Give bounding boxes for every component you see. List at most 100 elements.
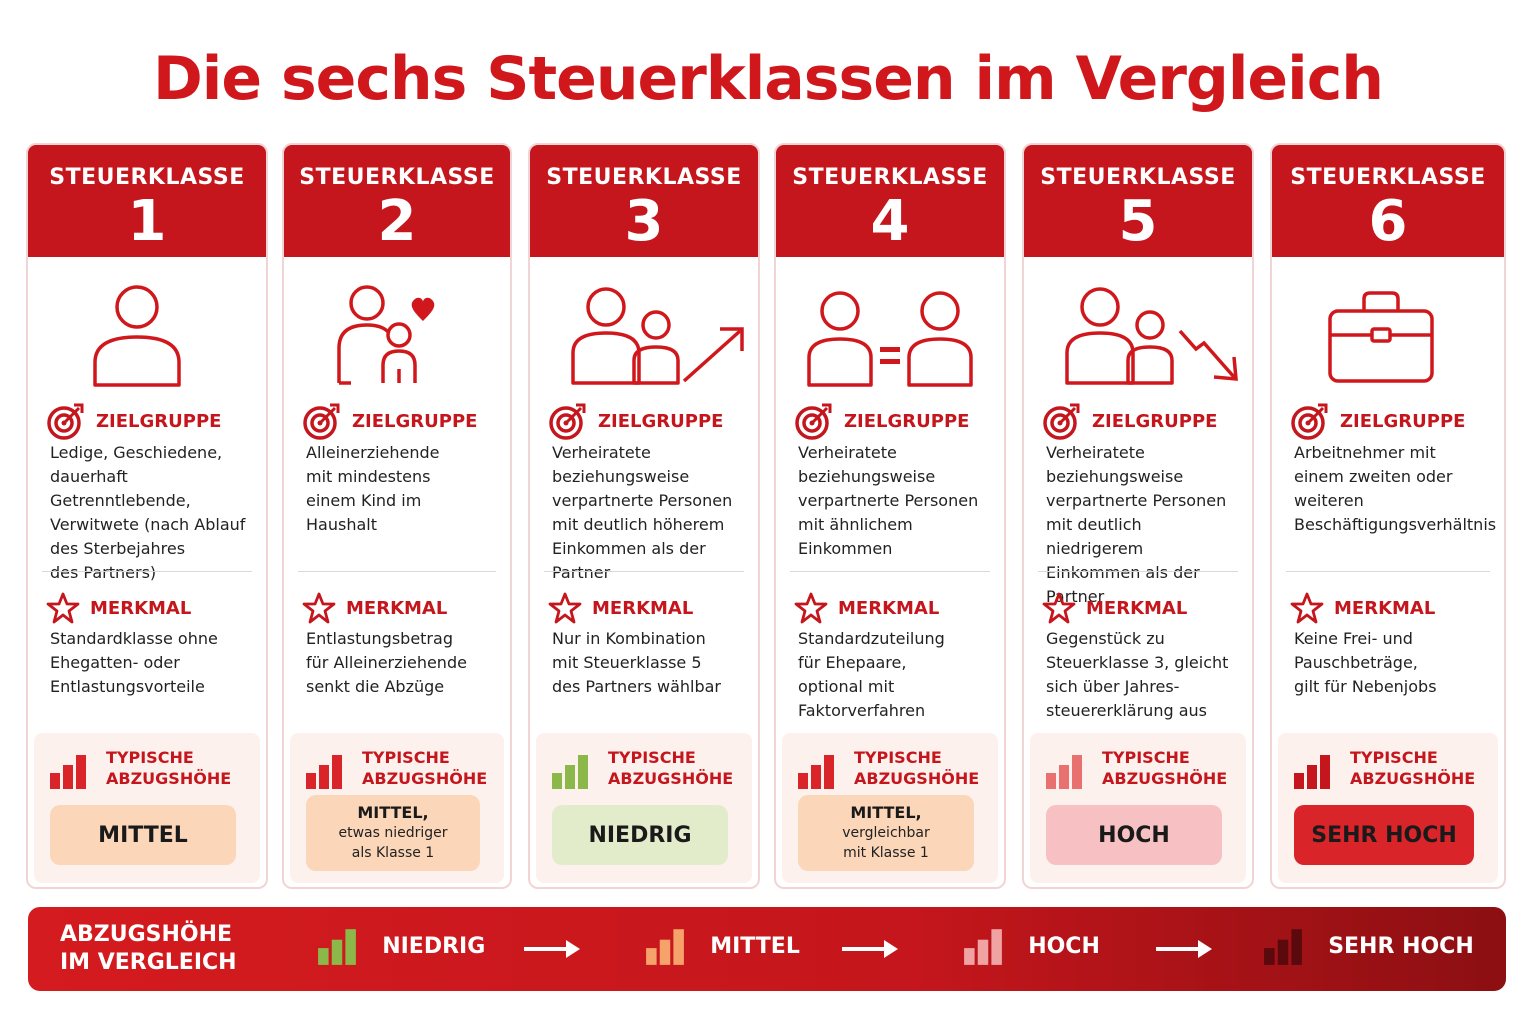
abzug-level-badge: MITTEL, vergleichbar mit Klasse 1 bbox=[798, 795, 974, 871]
class-number: 5 bbox=[1118, 189, 1158, 254]
abzug-panel: TYPISCHE ABZUGSHÖHE NIEDRIG bbox=[536, 733, 752, 883]
class-label: STEUERKLASSE bbox=[546, 165, 742, 190]
card-header: STEUERKLASSE 6 bbox=[1272, 145, 1504, 257]
zielgruppe-label: ZIELGRUPPE bbox=[96, 410, 222, 432]
abzug-label: TYPISCHE ABZUGSHÖHE bbox=[1350, 748, 1476, 788]
card-header: STEUERKLASSE 2 bbox=[284, 145, 510, 257]
divider bbox=[298, 571, 496, 572]
merkmal-heading: MERKMAL bbox=[794, 591, 939, 625]
abzug-level-badge: HOCH bbox=[1046, 805, 1222, 865]
merkmal-label: MERKMAL bbox=[838, 597, 940, 619]
person-icon bbox=[93, 285, 181, 387]
merkmal-heading: MERKMAL bbox=[548, 591, 693, 625]
class-label: STEUERKLASSE bbox=[792, 165, 988, 190]
zielgruppe-label: ZIELGRUPPE bbox=[352, 410, 478, 432]
bar-chart-icon bbox=[964, 929, 1002, 965]
footer-step-label: HOCH bbox=[1028, 933, 1100, 959]
target-icon bbox=[795, 403, 832, 440]
class-label: STEUERKLASSE bbox=[1040, 165, 1236, 190]
target-icon bbox=[549, 403, 586, 440]
star-icon bbox=[794, 592, 828, 624]
bar-chart-icon bbox=[798, 755, 834, 789]
zielgruppe-text: Verheiratete beziehungsweise verpartnert… bbox=[1046, 443, 1227, 606]
merkmal-heading: MERKMAL bbox=[1290, 591, 1435, 625]
divider bbox=[1286, 571, 1490, 572]
target-icon bbox=[1291, 403, 1328, 440]
class-number: 4 bbox=[870, 189, 910, 254]
abzug-level: SEHR HOCH bbox=[1311, 822, 1457, 848]
zielgruppe-heading: ZIELGRUPPE bbox=[302, 401, 477, 441]
merkmal-heading: MERKMAL bbox=[1042, 591, 1187, 625]
abzug-level: NIEDRIG bbox=[588, 822, 692, 848]
abzug-level-badge: NIEDRIG bbox=[552, 805, 728, 865]
arrow-right-icon bbox=[842, 940, 898, 958]
arrow-right-icon bbox=[524, 940, 580, 958]
abzug-level: MITTEL, bbox=[850, 803, 922, 822]
abzug-panel: TYPISCHE ABZUGSHÖHE HOCH bbox=[1030, 733, 1246, 883]
briefcase-icon bbox=[1328, 291, 1434, 383]
bar-chart-icon bbox=[552, 755, 588, 789]
card-header: STEUERKLASSE 5 bbox=[1024, 145, 1252, 257]
zielgruppe-heading: ZIELGRUPPE bbox=[1290, 401, 1465, 441]
zielgruppe-label: ZIELGRUPPE bbox=[844, 410, 970, 432]
merkmal-text: Nur in Kombination mit Steuerklasse 5 de… bbox=[552, 629, 722, 696]
abzug-panel: TYPISCHE ABZUGSHÖHE MITTEL, etwas niedrige… bbox=[290, 733, 504, 883]
merkmal-text: Gegenstück zu Steuerklasse 3, gleicht si… bbox=[1046, 629, 1229, 720]
abzug-label: TYPISCHE ABZUGSHÖHE bbox=[1102, 748, 1228, 788]
abzug-level: MITTEL, bbox=[357, 803, 429, 822]
footer-title: ABZUGSHÖHE IM VERGLEICH bbox=[60, 922, 237, 975]
divider bbox=[1038, 571, 1238, 572]
zielgruppe-text: Verheiratete beziehungsweise verpartnert… bbox=[798, 443, 979, 558]
bar-chart-icon bbox=[1264, 929, 1302, 965]
card-header: STEUERKLASSE 3 bbox=[530, 145, 758, 257]
arrow-right-icon bbox=[1156, 940, 1212, 958]
footer-step: NIEDRIG bbox=[316, 925, 485, 967]
card-header: STEUERKLASSE 1 bbox=[28, 145, 266, 257]
merkmal-label: MERKMAL bbox=[592, 597, 694, 619]
zielgruppe-text: Ledige, Geschiedene, dauerhaft Getrenntl… bbox=[50, 443, 246, 582]
footer-step: MITTEL bbox=[644, 925, 800, 967]
divider bbox=[42, 571, 252, 572]
abzug-level: HOCH bbox=[1098, 822, 1170, 848]
star-icon bbox=[302, 592, 336, 624]
footer-step: HOCH bbox=[962, 925, 1100, 967]
merkmal-label: MERKMAL bbox=[90, 597, 192, 619]
bar-chart-icon bbox=[318, 929, 356, 965]
class-number: 2 bbox=[377, 189, 417, 254]
target-icon bbox=[303, 403, 340, 440]
star-icon bbox=[46, 592, 80, 624]
abzug-label: TYPISCHE ABZUGSHÖHE bbox=[854, 748, 980, 788]
merkmal-heading: MERKMAL bbox=[302, 591, 447, 625]
class-card-2: STEUERKLASSE 2 ZIELGRUPPE Alleinerziehende … bbox=[282, 143, 512, 889]
bar-chart-icon bbox=[1046, 755, 1082, 789]
star-icon bbox=[1042, 592, 1076, 624]
abzug-label: TYPISCHE ABZUGSHÖHE bbox=[106, 748, 232, 788]
class-label: STEUERKLASSE bbox=[299, 165, 495, 190]
zielgruppe-text: Verheiratete beziehungsweise verpartnert… bbox=[552, 443, 733, 582]
divider bbox=[544, 571, 744, 572]
zielgruppe-heading: ZIELGRUPPE bbox=[794, 401, 969, 441]
abzug-level: MITTEL bbox=[98, 822, 188, 848]
bar-chart-icon bbox=[306, 755, 342, 789]
card-header: STEUERKLASSE 4 bbox=[776, 145, 1004, 257]
zielgruppe-label: ZIELGRUPPE bbox=[1340, 410, 1466, 432]
abzug-label: TYPISCHE ABZUGSHÖHE bbox=[362, 748, 488, 788]
page-title: Die sechs Steuerklassen im Vergleich bbox=[153, 44, 1384, 114]
merkmal-text: Standardzuteilung für Ehepaare, optional… bbox=[798, 629, 945, 720]
class-card-6: STEUERKLASSE 6 ZIELGRUPPE Arbeitnehmer mit … bbox=[1270, 143, 1506, 889]
comparison-footer: ABZUGSHÖHE IM VERGLEICH NIEDRIG MITTEL HOC… bbox=[28, 907, 1506, 991]
divider bbox=[790, 571, 990, 572]
zielgruppe-label: ZIELGRUPPE bbox=[598, 410, 724, 432]
merkmal-text: Keine Frei- und Pauschbeträge, gilt für … bbox=[1294, 629, 1437, 696]
abzug-panel: TYPISCHE ABZUGSHÖHE MITTEL bbox=[34, 733, 260, 883]
footer-step-label: SEHR HOCH bbox=[1328, 933, 1474, 959]
abzug-panel: TYPISCHE ABZUGSHÖHE SEHR HOCH bbox=[1278, 733, 1498, 883]
abzug-level-badge: SEHR HOCH bbox=[1294, 805, 1474, 865]
merkmal-heading: MERKMAL bbox=[46, 591, 191, 625]
footer-step: SEHR HOCH bbox=[1262, 925, 1474, 967]
class-label: STEUERKLASSE bbox=[49, 165, 245, 190]
bar-chart-icon bbox=[1294, 755, 1330, 789]
bar-chart-icon bbox=[646, 929, 684, 965]
abzug-level-badge: MITTEL bbox=[50, 805, 236, 865]
footer-step-label: NIEDRIG bbox=[382, 933, 486, 959]
